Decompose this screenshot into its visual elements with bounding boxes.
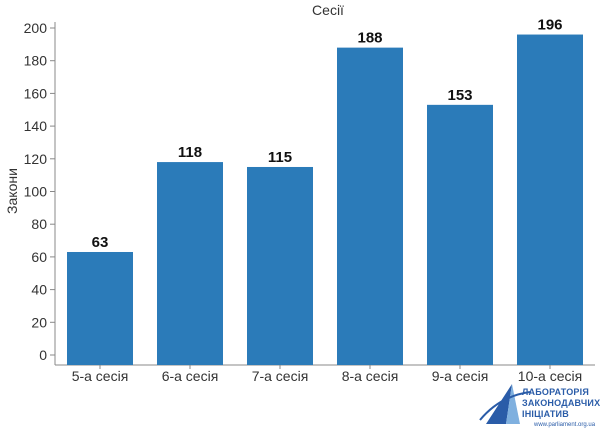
bar — [517, 34, 583, 365]
category-label: 7-а сесія — [252, 368, 309, 384]
y-tick-label: 80 — [31, 216, 47, 232]
chart-title: Сесії — [312, 2, 344, 18]
category-label: 5-а сесія — [72, 368, 129, 384]
y-tick-label: 0 — [39, 347, 47, 363]
y-tick-label: 180 — [24, 53, 48, 69]
bars — [67, 34, 583, 366]
category-label: 9-а сесія — [432, 368, 489, 384]
data-label: 63 — [92, 234, 109, 251]
category-labels: 5-а сесія 6-а сесія 7-а сесія 8-а сесія 9-а … — [72, 365, 582, 384]
bar — [247, 166, 313, 365]
y-tick-label: 100 — [24, 184, 48, 200]
y-tick-label: 40 — [31, 282, 47, 298]
y-tick-label: 20 — [31, 314, 47, 330]
bar — [427, 104, 493, 365]
bar — [157, 162, 223, 365]
data-label: 188 — [357, 30, 382, 47]
data-label: 153 — [447, 87, 472, 104]
y-tick-label: 200 — [24, 20, 48, 36]
logo: ЛАБОРАТОРІЯ ЗАКОНОДАВЧИХ ІНІЦІАТИВ www.p… — [479, 384, 600, 428]
y-tick-label: 60 — [31, 249, 47, 265]
logo-mark-icon — [479, 384, 531, 424]
y-tick-label: 160 — [24, 85, 48, 101]
logo-line-1: ЛАБОРАТОРІЯ — [522, 387, 589, 397]
data-label: 196 — [537, 17, 562, 34]
category-label: 8-а сесія — [342, 368, 399, 384]
y-tick-label: 140 — [24, 118, 48, 134]
logo-line-3: ІНІЦІАТИВ — [522, 409, 569, 419]
category-label: 10-а сесія — [518, 368, 582, 384]
data-labels: 63 118 115 188 153 196 — [92, 17, 563, 251]
bar — [337, 47, 403, 366]
data-label: 118 — [178, 144, 202, 161]
logo-url: www.parliament.org.ua — [533, 422, 596, 428]
y-axis-ticks: 0 20 40 60 80 100 120 140 160 180 200 — [24, 20, 55, 363]
y-tick-label: 120 — [24, 151, 48, 167]
bar — [67, 251, 133, 365]
logo-line-2: ЗАКОНОДАВЧИХ — [522, 398, 600, 408]
data-label: 115 — [268, 149, 292, 166]
y-axis-label: Закони — [4, 168, 20, 214]
category-label: 6-а сесія — [162, 368, 219, 384]
